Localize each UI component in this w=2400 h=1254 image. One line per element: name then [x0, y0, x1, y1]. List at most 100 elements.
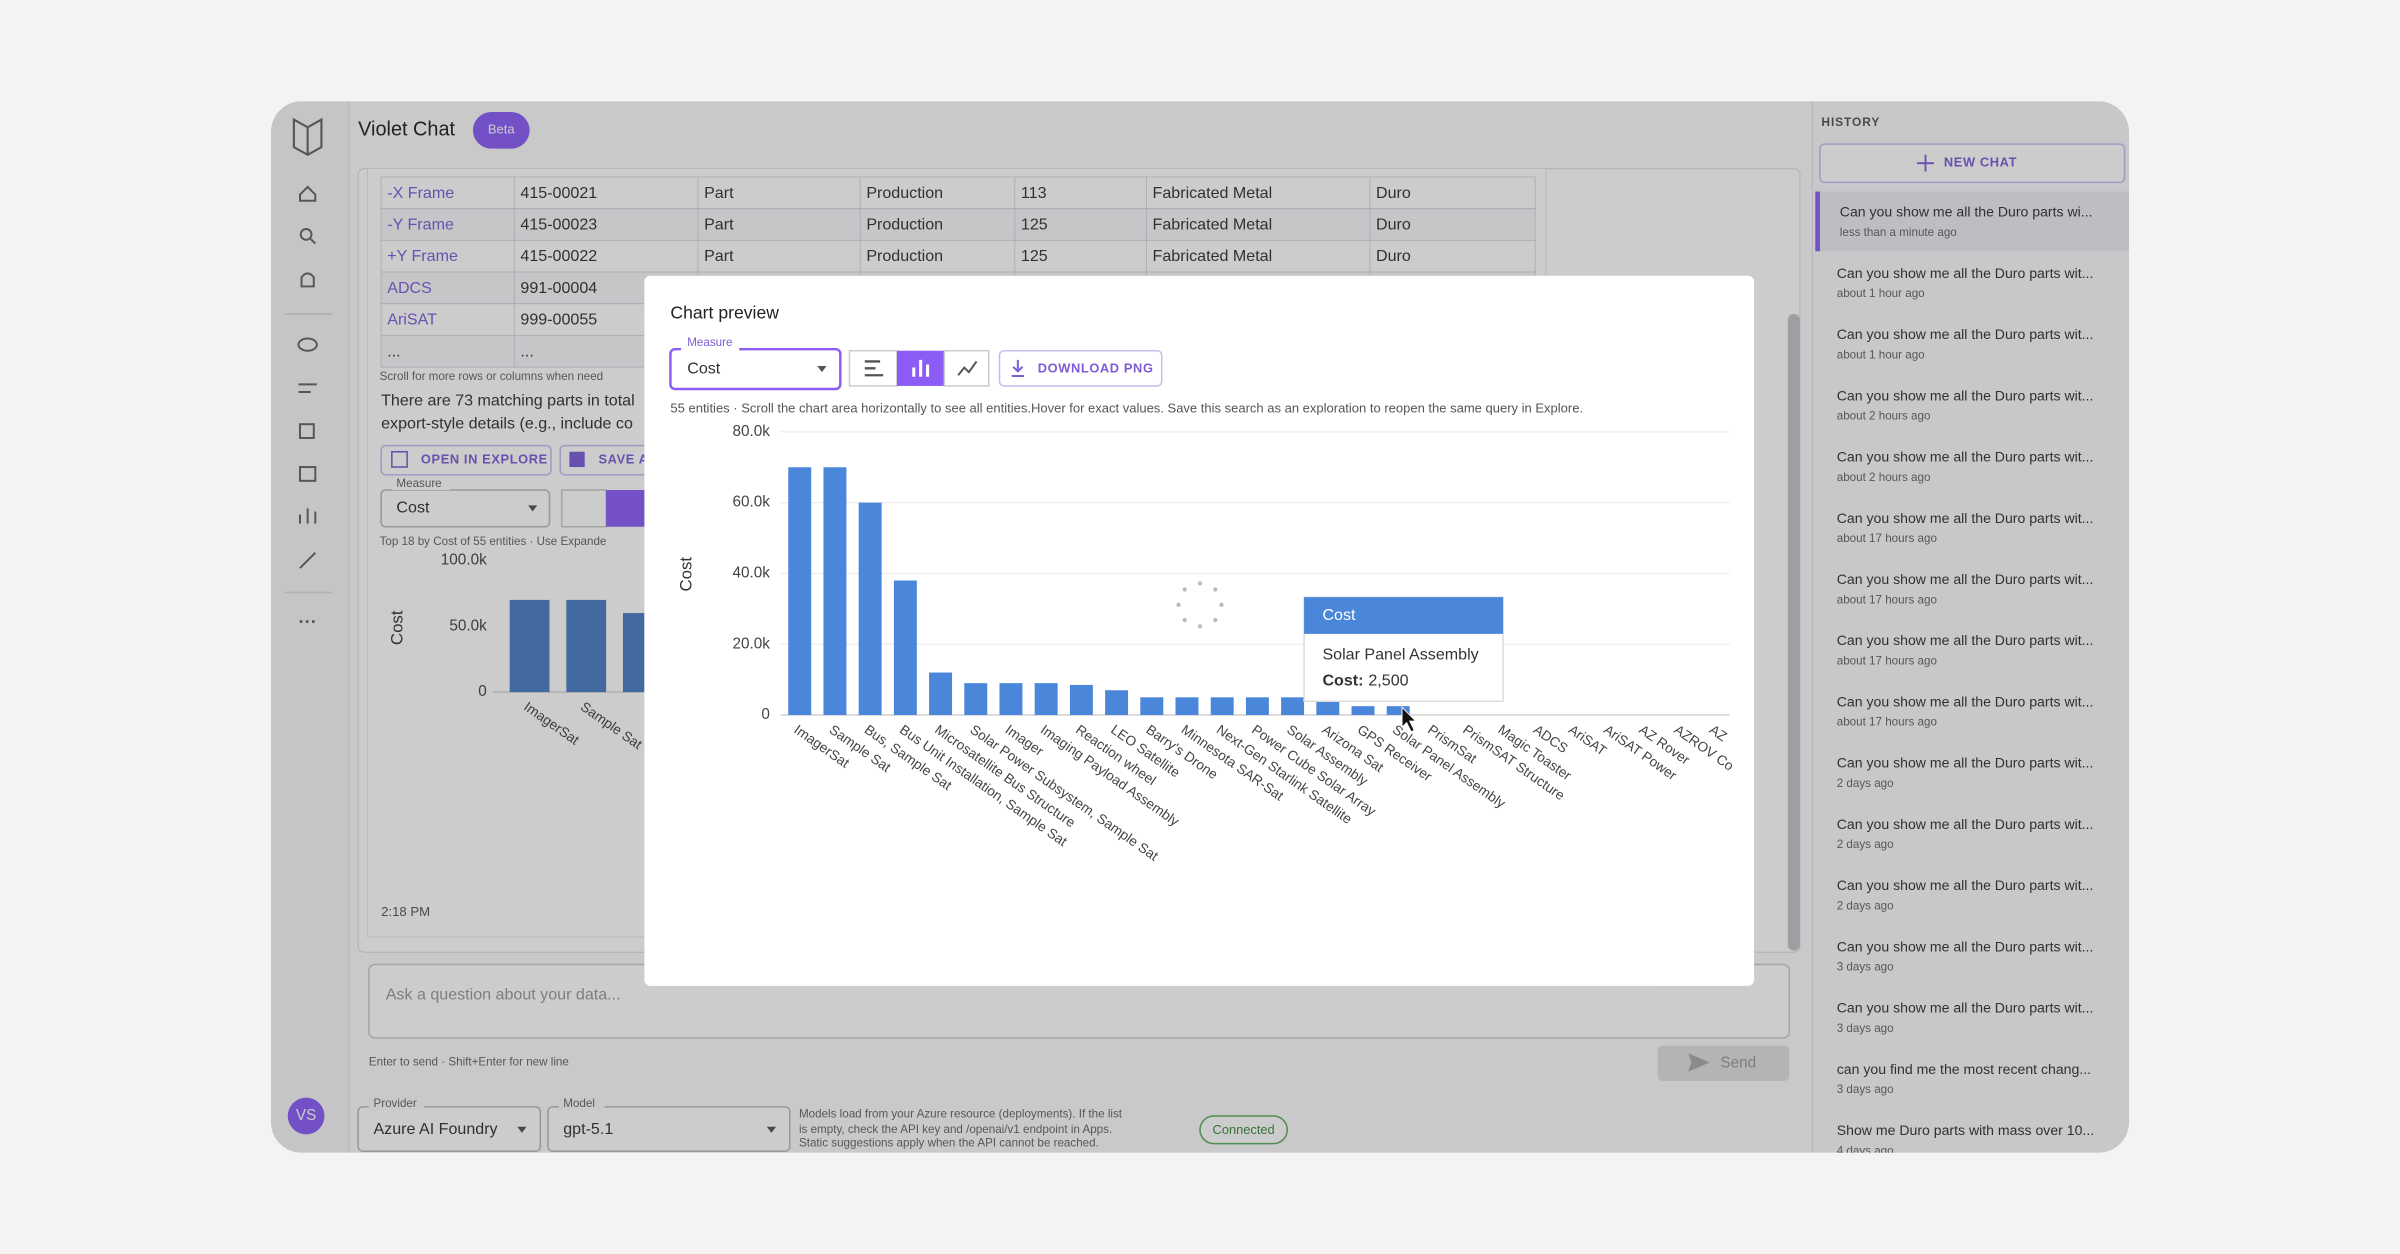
history-item-text[interactable]: Can you show me all the Duro parts wit..…	[1837, 1000, 2094, 1016]
history-item-text[interactable]: Can you show me all the Duro parts wit..…	[1837, 387, 2094, 403]
bar	[858, 502, 882, 716]
data-icon[interactable]	[299, 423, 315, 439]
bar	[509, 599, 550, 693]
download-button[interactable]	[998, 349, 1163, 387]
tooltip-key: Cost:	[1322, 672, 1363, 690]
measure-label: Measure	[396, 477, 441, 490]
y-tick-label: 0	[478, 683, 487, 700]
history-item-text[interactable]: Can you show me all the Duro parts wit..…	[1837, 326, 2094, 342]
modal-note: 55 entities · Scroll the chart area hori…	[670, 400, 1583, 415]
provider-select[interactable]	[357, 1106, 542, 1152]
view-line[interactable]	[943, 349, 990, 387]
scrollbar-thumb[interactable]	[1787, 313, 1800, 951]
cursor	[1401, 706, 1417, 733]
y-axis-label: Cost	[387, 610, 406, 645]
table-link[interactable]: -Y Frame	[387, 216, 454, 234]
modal-measure-select[interactable]	[669, 347, 842, 391]
history-item-marker	[1815, 191, 1820, 252]
open-explore-button[interactable]	[380, 444, 552, 476]
table-cell: 415-00023	[520, 216, 597, 234]
status-pill	[1199, 1115, 1289, 1145]
table-cell: Duro	[1376, 216, 1411, 234]
tooltip-title: Cost	[1322, 606, 1356, 624]
nav-rail	[270, 101, 349, 1153]
history-item-text[interactable]: Can you show me all the Duro parts wit..…	[1837, 571, 2094, 587]
integrations-icon[interactable]	[299, 552, 317, 569]
loading-spinner	[1176, 581, 1224, 629]
history-item-text[interactable]: Can you show me all the Duro parts wi...	[1840, 204, 2093, 220]
bar	[1105, 690, 1129, 716]
model-select[interactable]	[547, 1106, 791, 1152]
home-icon[interactable]	[299, 185, 317, 202]
bar	[964, 683, 988, 716]
history-item-text[interactable]: can you find me the most recent chang...	[1837, 1061, 2091, 1077]
history-item-time: less than a minute ago	[1840, 226, 1957, 239]
y-tick-label: 100.0k	[441, 551, 487, 568]
history-panel	[1812, 101, 2130, 1153]
avatar[interactable]	[287, 1097, 325, 1135]
history-item-time: 3 days ago	[1837, 1083, 1894, 1096]
history-item-time: about 1 hour ago	[1837, 287, 1925, 300]
bell-icon[interactable]	[300, 272, 315, 288]
bar	[622, 613, 645, 693]
bar	[1281, 697, 1305, 716]
history-item-text[interactable]: Can you show me all the Duro parts wit..…	[1837, 265, 2094, 281]
history-list: Can you show me all the Duro parts wi...…	[1815, 191, 2130, 1153]
history-item-text[interactable]: Can you show me all the Duro parts wit..…	[1837, 693, 2094, 709]
table-cell: Part	[704, 184, 734, 202]
table-cell: Fabricated Metal	[1153, 184, 1273, 202]
library-icon[interactable]	[299, 466, 317, 482]
app-title: Violet Chat	[358, 119, 455, 141]
more-icon[interactable]: ···	[298, 611, 316, 632]
new-chat-button[interactable]	[1819, 143, 2126, 184]
download-label: DOWNLOAD PNG	[1038, 360, 1154, 375]
tooltip-category: Solar Panel Assembly	[1322, 646, 1478, 664]
table-link[interactable]: -X Frame	[387, 184, 454, 202]
measure-select[interactable]	[380, 489, 551, 528]
model-label: Model	[563, 1097, 595, 1110]
table-cell: 113	[1021, 184, 1047, 202]
table-cell: Fabricated Metal	[1153, 247, 1273, 265]
y-tick-label: 0	[761, 706, 770, 723]
bar	[929, 672, 953, 716]
bar	[1210, 697, 1234, 716]
table-cell: 999-00055	[520, 311, 597, 329]
history-item-time: about 17 hours ago	[1837, 655, 1937, 668]
explore-icon[interactable]	[297, 337, 318, 352]
view-bar-h[interactable]	[560, 489, 607, 528]
y-tick-label: 40.0k	[732, 564, 770, 581]
table-link[interactable]: ADCS	[387, 279, 432, 297]
beta-text: Beta	[488, 122, 516, 137]
table-link[interactable]: +Y Frame	[387, 247, 458, 265]
search-icon[interactable]	[299, 228, 313, 241]
history-item-text[interactable]: Can you show me all the Duro parts wit..…	[1837, 510, 2094, 526]
table-link[interactable]: AriSAT	[387, 311, 437, 329]
scroll-note: Scroll for more rows or columns when nee…	[380, 370, 604, 383]
table-cell: ...	[387, 342, 400, 360]
history-item-text[interactable]: Show me Duro parts with mass over 10...	[1837, 1122, 2094, 1138]
summary-line: There are 73 matching parts in total	[381, 391, 635, 409]
model-note: Static suggestions apply when the API ca…	[799, 1137, 1099, 1150]
history-item-time: about 2 hours ago	[1837, 471, 1931, 484]
history-item-text[interactable]: Can you show me all the Duro parts wit..…	[1837, 755, 2094, 771]
history-item-time: 2 days ago	[1837, 899, 1894, 912]
composer-placeholder: Ask a question about your data...	[386, 985, 621, 1003]
history-item-time: 3 days ago	[1837, 1022, 1894, 1035]
open-explore-label: OPEN IN EXPLORE	[421, 452, 548, 467]
view-bar-v[interactable]	[606, 490, 651, 527]
table-cell: ...	[520, 342, 533, 360]
history-item-text[interactable]: Can you show me all the Duro parts wit..…	[1837, 816, 2094, 832]
history-item-text[interactable]: Can you show me all the Duro parts wit..…	[1837, 449, 2094, 465]
table-cell: 415-00022	[520, 247, 597, 265]
send-label: Send	[1720, 1054, 1756, 1071]
history-item-text[interactable]: Can you show me all the Duro parts wit..…	[1837, 938, 2094, 954]
history-item-text[interactable]: Can you show me all the Duro parts wit..…	[1837, 877, 2094, 893]
save-label: SAVE A	[598, 452, 648, 467]
bar	[1351, 706, 1375, 716]
tasks-icon[interactable]	[298, 383, 317, 394]
measure-value: Cost	[396, 499, 430, 517]
history-item-text[interactable]: Can you show me all the Duro parts wit..…	[1837, 632, 2094, 648]
summary-line: export-style details (e.g., include co	[381, 414, 633, 432]
table-cell: Part	[704, 247, 734, 265]
chart-icon[interactable]	[299, 508, 317, 524]
